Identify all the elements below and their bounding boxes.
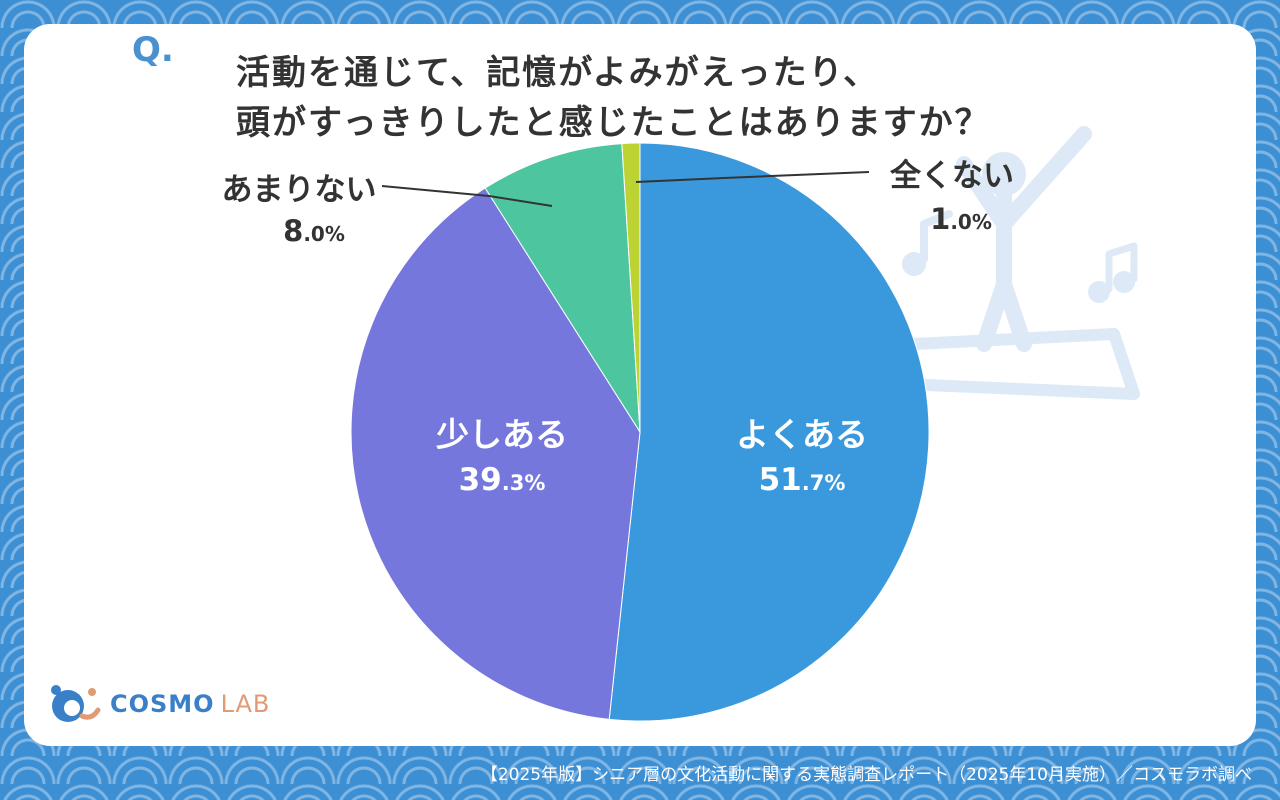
leader-line-amari-nai <box>381 185 553 207</box>
pie-chart: よくある 51.7% 少しある 39.3% あまりない 8.0% 全くない 1.… <box>222 126 1140 722</box>
brand-name: COSMO LAB <box>110 690 270 718</box>
brand-lab: LAB <box>220 690 271 718</box>
slice-amari-nai <box>484 143 641 433</box>
brand-logo: COSMO LAB <box>46 682 270 726</box>
brand-cosmo: COSMO <box>110 690 215 718</box>
pie-slices <box>350 142 930 722</box>
slice-sukoshi-aru <box>350 187 641 720</box>
leader-line-mattaku-nai <box>635 171 870 183</box>
value-mattaku-nai: 1.0% <box>930 202 992 236</box>
label-mattaku-nai: 全くない <box>889 158 1014 194</box>
slice-mattaku-nai <box>621 142 641 433</box>
value-mattaku-nai-int: 1 <box>930 202 950 236</box>
value-amari-nai-dec: .0% <box>303 222 345 246</box>
value-amari-nai: 8.0% <box>283 214 345 248</box>
value-sukoshi-aru-int: 39 <box>459 462 502 498</box>
card: Q. 活動を通じて、記憶がよみがえったり、 頭がすっきりしたと感じたことはありま… <box>24 24 1256 746</box>
label-amari-nai: あまりない <box>222 172 377 208</box>
value-yoku-aru-dec: .7% <box>802 471 846 495</box>
value-sukoshi-aru-dec: .3% <box>502 471 546 495</box>
cosmo-lab-logo-icon <box>51 685 101 722</box>
label-yoku-aru: よくある <box>736 415 868 454</box>
question-mark: Q. <box>132 30 174 70</box>
source-footer: 【2025年版】シニア層の文化活動に関する実態調査レポート（2025年10月実施… <box>480 765 1252 785</box>
value-sukoshi-aru: 39.3% <box>459 462 546 498</box>
value-yoku-aru-int: 51 <box>759 462 802 498</box>
value-yoku-aru: 51.7% <box>759 462 846 498</box>
title-line-2: 頭がすっきりしたと感じたことはありますか？ <box>236 103 991 143</box>
value-mattaku-nai-dec: .0% <box>950 210 992 234</box>
chart-title: 活動を通じて、記憶がよみがえったり、 頭がすっきりしたと感じたことはありますか？ <box>236 48 991 148</box>
label-sukoshi-aru: 少しある <box>436 415 568 454</box>
leader-lines <box>381 171 870 207</box>
value-amari-nai-int: 8 <box>283 214 303 248</box>
title-line-1: 活動を通じて、記憶がよみがえったり、 <box>236 53 880 93</box>
